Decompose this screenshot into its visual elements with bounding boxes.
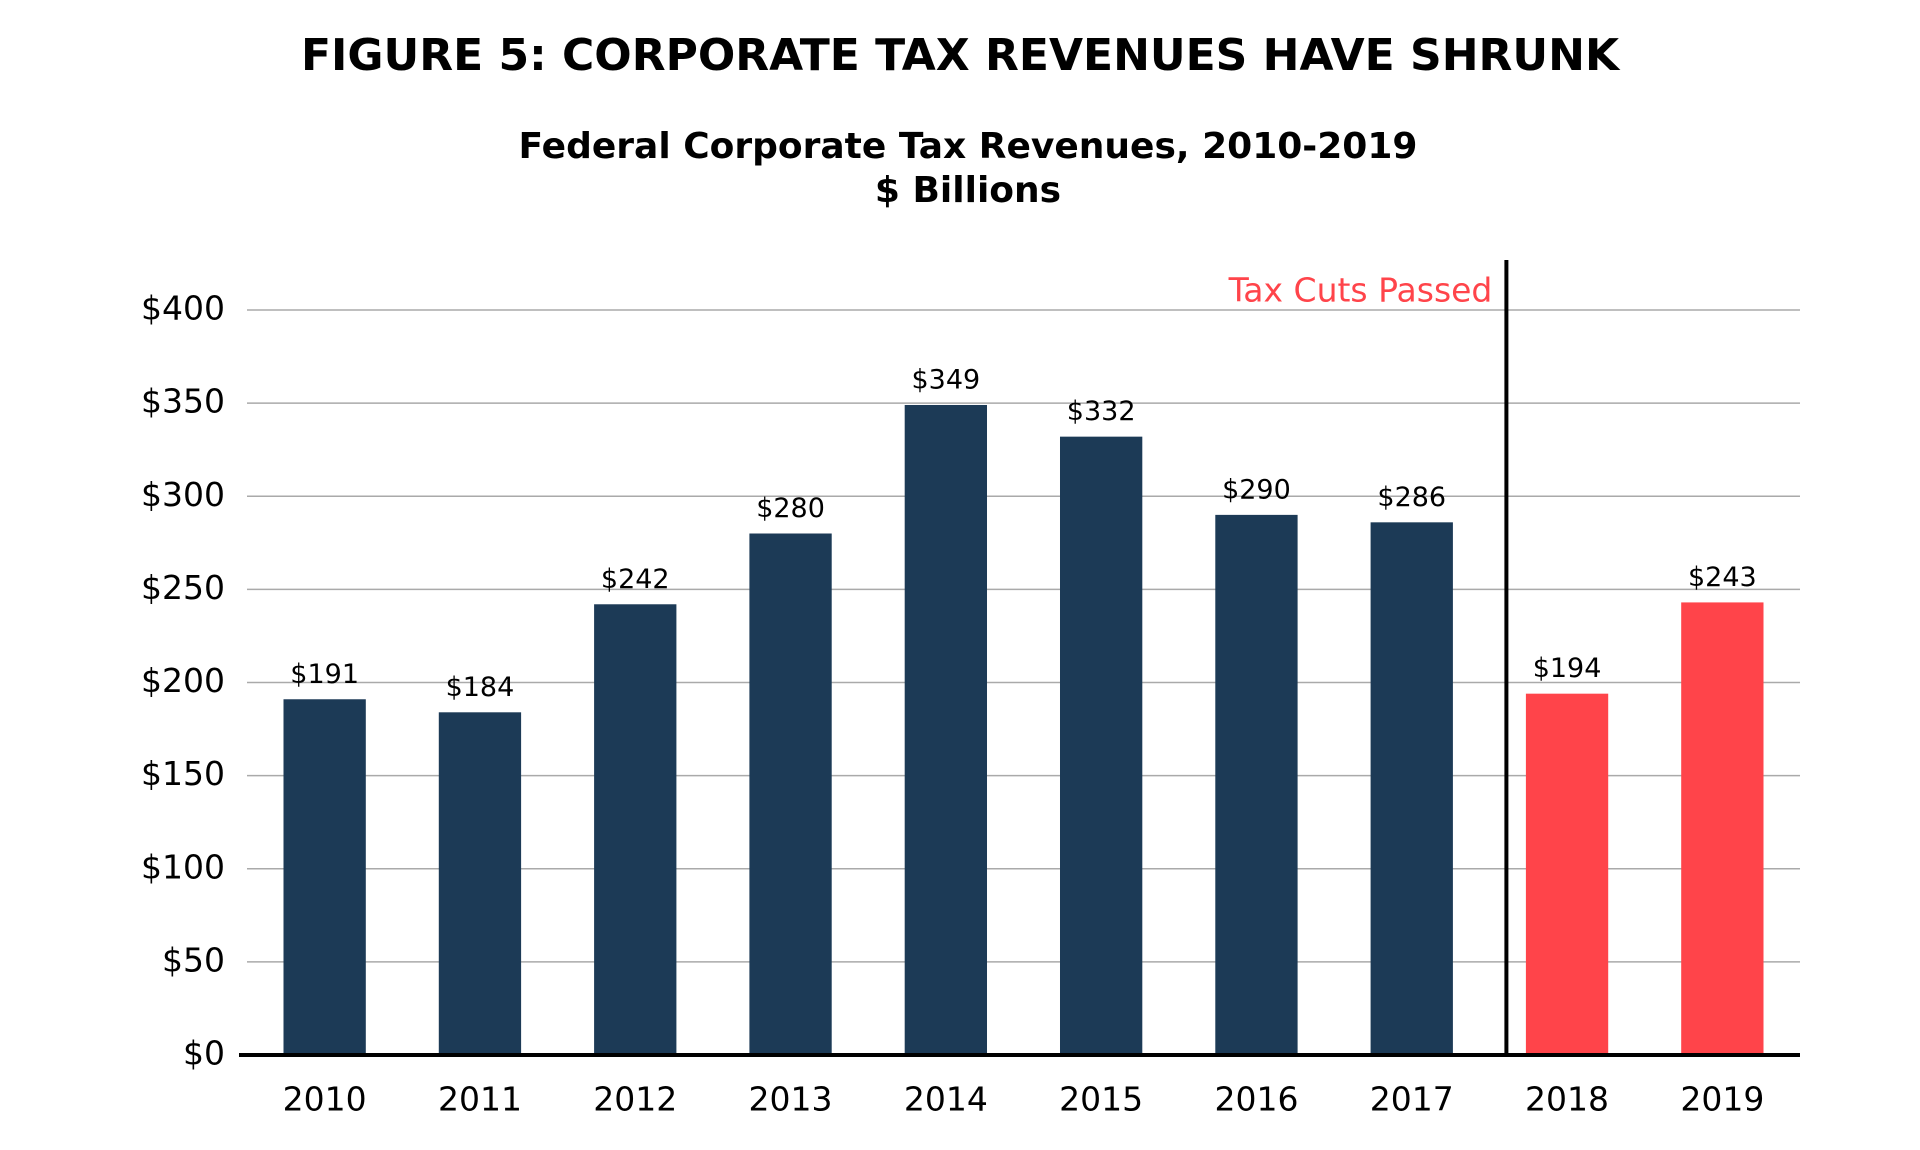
value-label: $243 — [1688, 562, 1757, 593]
value-label: $332 — [1067, 396, 1136, 427]
value-label: $290 — [1222, 474, 1291, 505]
x-tick-label: 2015 — [1059, 1080, 1143, 1119]
value-label: $191 — [290, 659, 359, 690]
y-tick-label: $200 — [141, 661, 225, 700]
value-label: $280 — [756, 493, 825, 524]
value-label: $349 — [911, 364, 980, 395]
bar — [283, 699, 366, 1055]
value-label: $286 — [1377, 482, 1446, 513]
x-tick-label: 2018 — [1525, 1080, 1609, 1119]
y-tick-label: $350 — [141, 382, 225, 421]
bar — [1059, 436, 1143, 1055]
x-tick-label: 2014 — [904, 1080, 988, 1119]
bar — [749, 533, 832, 1055]
y-tick-label: $400 — [141, 289, 225, 328]
y-tick-label: $250 — [141, 568, 225, 607]
bar — [1681, 602, 1764, 1055]
bar — [1525, 693, 1609, 1055]
x-tick-label: 2011 — [438, 1080, 522, 1119]
y-tick-label: $50 — [162, 940, 225, 979]
bar — [904, 404, 988, 1055]
bar — [438, 712, 522, 1055]
y-tick-label: $300 — [141, 475, 225, 514]
y-tick-label: $0 — [183, 1034, 225, 1073]
chart-subtitle: $ Billions — [875, 170, 1061, 211]
annotation: Tax Cuts Passed — [1228, 271, 1493, 310]
value-label: $194 — [1533, 653, 1602, 684]
chart-title: FIGURE 5: CORPORATE TAX REVENUES HAVE SH… — [301, 30, 1621, 81]
x-tick-label: 2016 — [1214, 1080, 1298, 1119]
bar — [594, 604, 677, 1055]
y-tick-label: $150 — [141, 754, 225, 793]
chart-subtitle: Federal Corporate Tax Revenues, 2010-201… — [519, 126, 1418, 167]
x-tick-label: 2012 — [593, 1080, 677, 1119]
bar — [1215, 514, 1298, 1055]
y-tick-label: $100 — [141, 847, 225, 886]
x-tick-label: 2017 — [1370, 1080, 1454, 1119]
value-label: $184 — [446, 672, 515, 703]
x-tick-label: 2013 — [749, 1080, 833, 1119]
bar — [1370, 522, 1453, 1055]
value-label: $242 — [601, 564, 670, 595]
x-tick-label: 2010 — [283, 1080, 367, 1119]
x-tick-label: 2019 — [1680, 1080, 1764, 1119]
